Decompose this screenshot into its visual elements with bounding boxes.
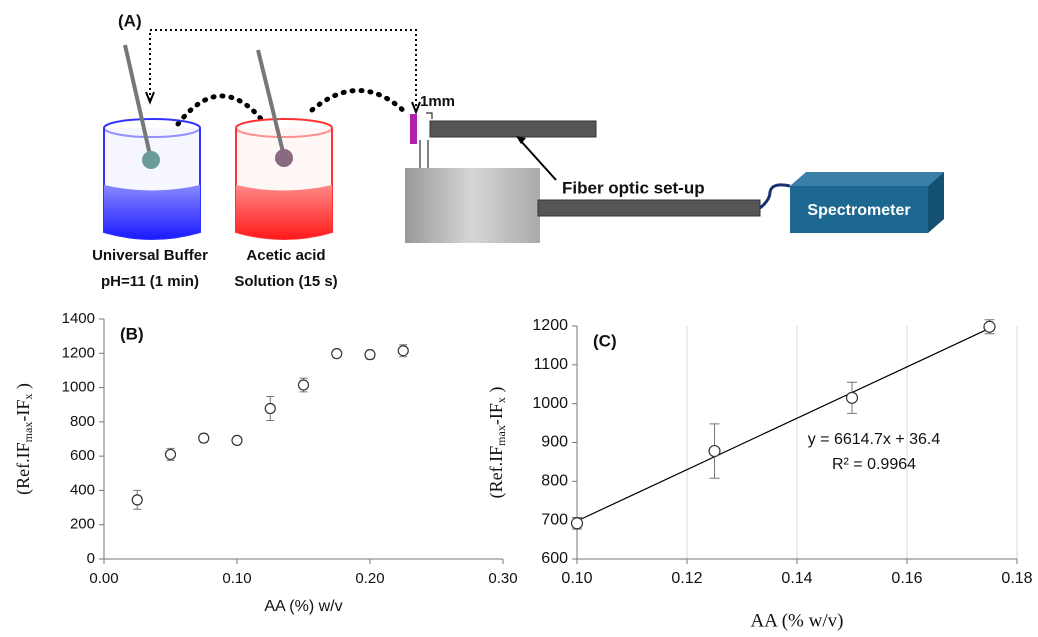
- y-tick-label: 600: [541, 550, 568, 567]
- beaker: [235, 49, 333, 240]
- pointer-head: [516, 136, 526, 144]
- y-axis-label-part: ): [13, 383, 34, 394]
- y-tick-label: 1200: [532, 317, 568, 334]
- x-tick-label: 0.30: [488, 570, 517, 587]
- data-point: [364, 349, 376, 361]
- arrow-head: [145, 91, 421, 115]
- cable: [759, 183, 791, 210]
- spectrometer-top: [790, 172, 944, 186]
- y-axis-label-part: -IF: [13, 400, 33, 422]
- y-axis-label: (Ref.IFmax-IFx ): [13, 383, 35, 495]
- x-axis-label: AA (%) w/v: [264, 598, 342, 615]
- y-tick-label: 400: [70, 481, 95, 498]
- x-tick-label: 0.10: [561, 570, 592, 587]
- y-tick-label: 0: [87, 550, 95, 567]
- y-axis-label-part: max: [494, 425, 508, 446]
- y-axis-label-part: max: [21, 422, 35, 443]
- x-tick-label: 0.12: [671, 570, 702, 587]
- beaker: [103, 44, 201, 240]
- gap-label: 1mm: [420, 93, 455, 110]
- panel-label: (A): [118, 11, 142, 30]
- beaker-label: Solution (15 s): [234, 273, 337, 290]
- fiber: [537, 199, 761, 217]
- y-tick-label: 1100: [534, 356, 569, 373]
- y-tick-label: 1000: [532, 395, 568, 412]
- x-axis-label: AA (% w/v): [751, 610, 844, 631]
- data-point: [264, 402, 276, 415]
- y-axis-label-part: ): [486, 387, 507, 398]
- diagram: (A) Universal Buffer pH=11 (1 min) Aceti…: [92, 11, 944, 290]
- x-tick-label: 0.14: [781, 570, 812, 587]
- x-tick-label: 0.16: [891, 570, 922, 587]
- y-tick-label: 1000: [62, 379, 95, 396]
- beaker-label: Acetic acid: [246, 247, 325, 264]
- data-point: [297, 379, 310, 391]
- setup-label: Fiber optic set-up: [562, 178, 705, 197]
- panel-label: (C): [593, 331, 617, 350]
- y-tick-label: 1400: [62, 310, 95, 327]
- y-tick-label: 600: [70, 447, 95, 464]
- trendline: [576, 327, 990, 522]
- y-axis-label-part: (Ref.IF: [486, 446, 507, 499]
- y-tick-label: 700: [541, 511, 568, 528]
- data-point: [845, 391, 859, 404]
- y-axis-label-part: -IF: [486, 403, 506, 425]
- data-point: [131, 494, 143, 506]
- dotted-arrow: [149, 29, 417, 110]
- data-point: [570, 517, 584, 530]
- y-axis-label-part: x: [494, 397, 508, 403]
- spectrometer-label: Spectrometer: [807, 202, 910, 219]
- x-tick-label: 0.00: [89, 570, 118, 587]
- y-tick-label: 1200: [62, 344, 95, 361]
- x-tick-label: 0.10: [222, 570, 251, 587]
- beaker-label: pH=11 (1 min): [101, 273, 199, 290]
- spectrometer-side: [928, 172, 944, 233]
- y-tick-label: 900: [541, 434, 568, 451]
- dotted-arrow: [175, 93, 265, 127]
- fiber: [429, 120, 597, 138]
- sensor-film: [410, 114, 417, 144]
- r-squared: R² = 0.9964: [832, 456, 916, 473]
- data-point: [983, 320, 996, 333]
- y-tick-label: 800: [541, 473, 568, 490]
- data-point: [164, 448, 177, 461]
- y-tick-label: 200: [70, 516, 95, 533]
- y-axis-label-part: x: [21, 394, 35, 400]
- y-tick-label: 800: [70, 413, 95, 430]
- equation: y = 6614.7x + 36.4: [808, 431, 941, 448]
- x-tick-label: 0.18: [1001, 570, 1032, 587]
- spectrometer: [790, 186, 928, 233]
- photo: [405, 168, 540, 243]
- y-axis-label: (Ref.IFmax-IFx ): [486, 387, 508, 499]
- data-point: [708, 444, 721, 458]
- beaker-label: Universal Buffer: [92, 247, 208, 264]
- panel-label: (B): [120, 324, 144, 343]
- y-axis-label-part: (Ref.IF: [13, 442, 34, 495]
- data-point: [198, 432, 210, 444]
- x-tick-label: 0.20: [355, 570, 384, 587]
- data-point: [397, 345, 409, 357]
- pointer: [519, 139, 557, 181]
- data-point: [231, 434, 243, 446]
- dotted-arrow: [309, 88, 408, 115]
- data-point: [331, 348, 343, 360]
